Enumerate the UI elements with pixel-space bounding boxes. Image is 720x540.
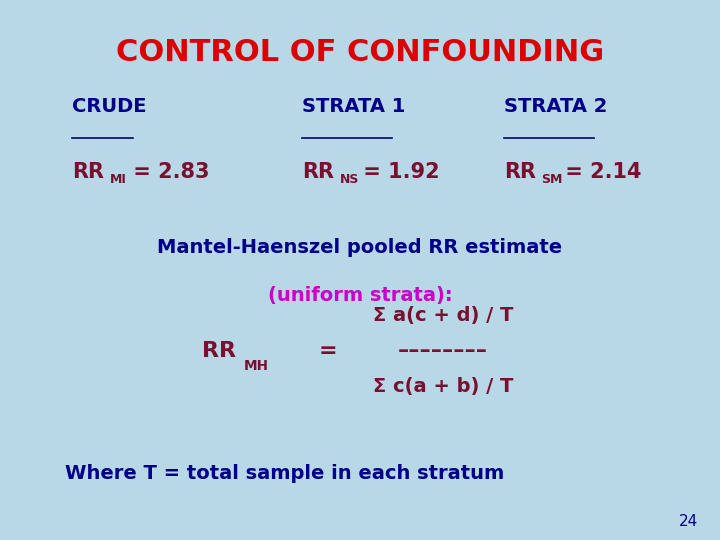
Text: (uniform strata):: (uniform strata):	[268, 286, 452, 305]
Text: Where T = total sample in each stratum: Where T = total sample in each stratum	[65, 464, 504, 483]
Text: RR: RR	[202, 341, 235, 361]
Text: MI: MI	[109, 173, 126, 186]
Text: MH: MH	[243, 359, 269, 373]
Text: RR: RR	[72, 162, 104, 182]
Text: 24: 24	[679, 514, 698, 529]
Text: Σ a(c + d) / T: Σ a(c + d) / T	[373, 306, 513, 326]
Text: = 2.14: = 2.14	[558, 162, 642, 182]
Text: CRUDE: CRUDE	[72, 97, 146, 116]
Text: CONTROL OF CONFOUNDING: CONTROL OF CONFOUNDING	[116, 38, 604, 67]
Text: =: =	[318, 341, 337, 361]
Text: RR: RR	[302, 162, 334, 182]
Text: Mantel-Haenszel pooled RR estimate: Mantel-Haenszel pooled RR estimate	[158, 238, 562, 256]
Text: ––––––––: ––––––––	[397, 341, 488, 361]
Text: STRATA 2: STRATA 2	[504, 97, 608, 116]
Text: RR: RR	[504, 162, 536, 182]
Text: Σ c(a + b) / T: Σ c(a + b) / T	[373, 376, 513, 396]
Text: = 1.92: = 1.92	[356, 162, 440, 182]
Text: NS: NS	[340, 173, 359, 186]
Text: = 2.83: = 2.83	[126, 162, 210, 182]
Text: SM: SM	[541, 173, 563, 186]
Text: STRATA 1: STRATA 1	[302, 97, 406, 116]
